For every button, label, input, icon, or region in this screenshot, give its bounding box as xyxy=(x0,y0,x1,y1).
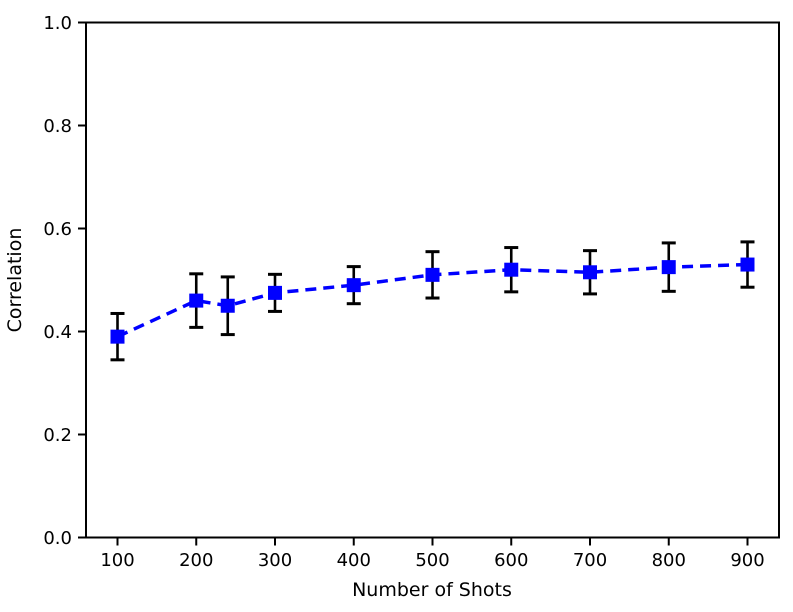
x-tick-label: 500 xyxy=(415,550,449,571)
data-point-marker xyxy=(110,329,125,344)
y-axis-label: Correlation xyxy=(4,228,26,333)
x-tick-label: 200 xyxy=(179,550,213,571)
x-tick-label: 600 xyxy=(494,550,528,571)
data-point-marker xyxy=(661,260,676,275)
data-point-marker xyxy=(740,257,755,272)
y-tick-label: 0.6 xyxy=(43,219,72,240)
data-point-marker xyxy=(583,265,597,280)
x-tick-label: 900 xyxy=(730,550,764,571)
y-tick-label: 0.8 xyxy=(43,116,72,137)
y-tick-label: 0.2 xyxy=(43,425,72,446)
y-tick-label: 0.0 xyxy=(43,528,72,549)
data-line xyxy=(116,262,748,339)
x-tick-label: 100 xyxy=(100,550,134,571)
data-point-marker xyxy=(268,285,282,300)
data-point-marker xyxy=(504,262,519,277)
x-tick-label: 800 xyxy=(652,550,686,571)
data-point-marker xyxy=(425,267,440,282)
data-point-marker xyxy=(346,278,361,293)
y-tick-label: 1.0 xyxy=(43,13,72,34)
x-tick-label: 400 xyxy=(337,550,371,571)
x-tick-label: 700 xyxy=(573,550,607,571)
x-tick-label: 300 xyxy=(258,550,292,571)
plot-frame xyxy=(85,21,780,539)
y-tick-label: 0.4 xyxy=(43,322,72,343)
data-point-marker xyxy=(220,298,235,313)
data-point-marker xyxy=(189,293,204,308)
x-axis-label: Number of Shots xyxy=(352,579,512,601)
